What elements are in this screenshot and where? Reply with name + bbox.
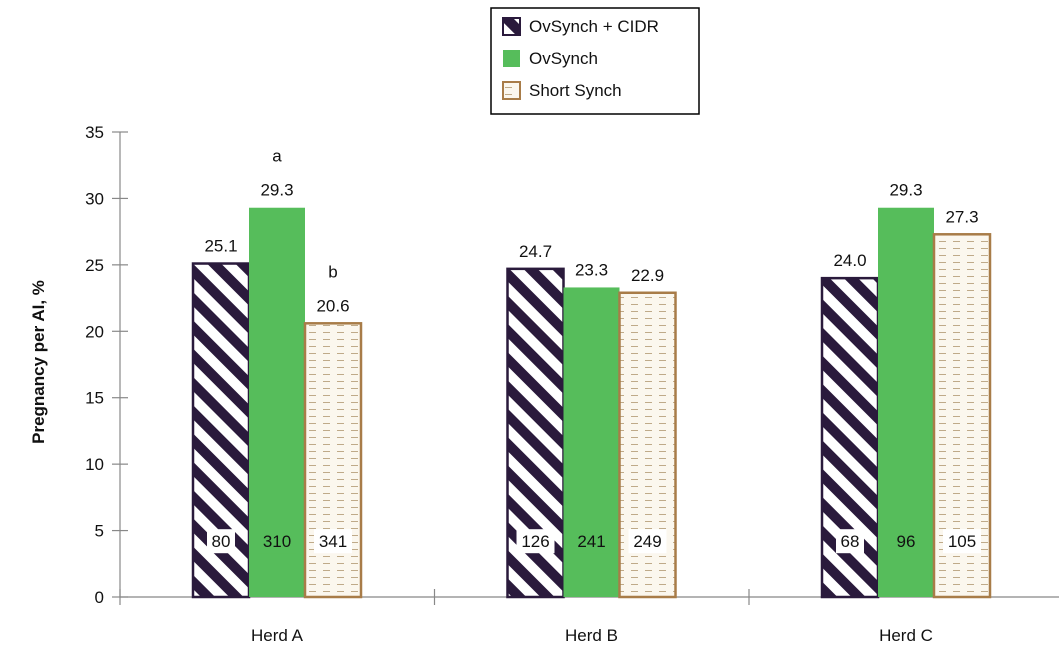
n-label: 241	[577, 532, 605, 551]
n-label-box	[943, 529, 981, 554]
n-label-box	[314, 529, 352, 554]
chart-legend: OvSynch + CIDR OvSynch Short Synch	[490, 7, 700, 115]
n-label-box	[836, 529, 864, 554]
data-label: 23.3	[575, 260, 608, 279]
legend-label: OvSynch + CIDR	[529, 17, 659, 36]
data-label: 24.7	[519, 242, 552, 261]
n-label: 341	[319, 532, 347, 551]
n-label: 126	[521, 532, 549, 551]
n-label-box	[892, 529, 920, 554]
x-category-label: Herd A	[251, 626, 304, 645]
y-tick-label: 25	[85, 256, 104, 275]
y-tick-label: 15	[85, 389, 104, 408]
legend-label: OvSynch	[529, 49, 598, 68]
data-label: 22.9	[631, 266, 664, 285]
data-label: 20.6	[316, 296, 349, 315]
n-label: 80	[212, 532, 231, 551]
x-category-label: Herd B	[565, 626, 618, 645]
legend-box	[490, 7, 700, 115]
bar	[303, 322, 363, 599]
data-label: 24.0	[833, 251, 866, 270]
legend-swatch	[503, 50, 520, 67]
significance-annotation: a	[272, 147, 282, 166]
legend-swatch	[502, 81, 521, 100]
y-axis: 0 5 10 15 20 25 30 35	[85, 123, 128, 607]
y-axis-title: Pregnancy per AI, %	[29, 280, 48, 444]
y-tick-label: 20	[85, 322, 104, 341]
data-label: 29.3	[889, 181, 922, 200]
legend-swatch	[502, 17, 521, 36]
n-label: 249	[633, 532, 661, 551]
x-category-label: Herd C	[879, 626, 933, 645]
y-tick-label: 0	[95, 588, 104, 607]
n-label-box	[516, 529, 555, 554]
y-tick-label: 30	[85, 189, 104, 208]
legend-label: Short Synch	[529, 81, 622, 100]
n-label: 105	[948, 532, 976, 551]
significance-annotation: b	[328, 262, 337, 281]
y-tick-label: 35	[85, 123, 104, 142]
n-label-box	[628, 529, 667, 554]
n-label-box	[572, 529, 611, 554]
n-label: 96	[897, 532, 916, 551]
n-label-box	[207, 529, 235, 554]
y-tick-label: 5	[95, 522, 104, 541]
n-label: 310	[263, 532, 291, 551]
n-label: 68	[841, 532, 860, 551]
y-tick-label: 10	[85, 455, 104, 474]
data-label: 27.3	[945, 207, 978, 226]
data-label: 25.1	[204, 237, 237, 256]
x-axis: Herd A Herd B Herd C	[119, 589, 1059, 645]
n-label-box	[258, 529, 296, 554]
bars-group: 25.1 80 29.3 310 20.6 341 24.7 126 23.3 241 22.9 24…	[191, 147, 992, 599]
data-label: 29.3	[260, 181, 293, 200]
